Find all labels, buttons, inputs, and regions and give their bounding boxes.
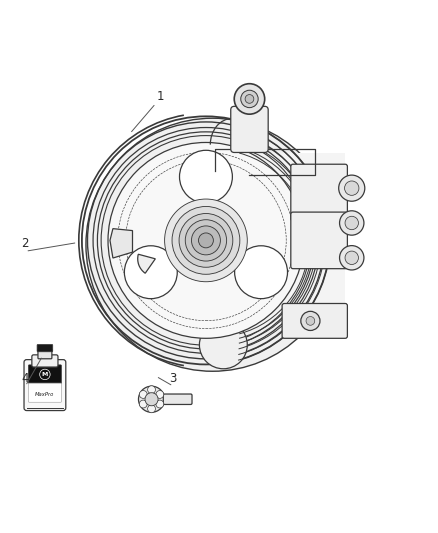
Text: 4: 4 xyxy=(21,372,29,385)
Text: MaxPro: MaxPro xyxy=(35,392,55,397)
Circle shape xyxy=(156,400,164,408)
Circle shape xyxy=(345,216,358,230)
Circle shape xyxy=(339,246,364,270)
Circle shape xyxy=(191,226,220,255)
Circle shape xyxy=(179,214,233,267)
Text: 3: 3 xyxy=(170,372,177,385)
Circle shape xyxy=(234,84,265,114)
Circle shape xyxy=(172,206,240,274)
FancyBboxPatch shape xyxy=(282,303,347,338)
Circle shape xyxy=(139,400,147,408)
FancyBboxPatch shape xyxy=(291,212,347,269)
Circle shape xyxy=(86,118,339,372)
FancyBboxPatch shape xyxy=(24,360,66,410)
Polygon shape xyxy=(228,154,345,327)
Circle shape xyxy=(148,386,155,393)
Circle shape xyxy=(198,233,213,248)
Circle shape xyxy=(148,405,155,413)
FancyBboxPatch shape xyxy=(37,344,53,352)
Circle shape xyxy=(165,199,247,282)
Circle shape xyxy=(245,94,254,103)
Circle shape xyxy=(180,150,233,203)
Circle shape xyxy=(301,311,320,330)
Circle shape xyxy=(241,90,258,108)
FancyBboxPatch shape xyxy=(163,394,192,405)
Text: 1: 1 xyxy=(156,90,164,103)
Polygon shape xyxy=(110,229,133,258)
Wedge shape xyxy=(138,254,155,273)
Circle shape xyxy=(108,142,304,338)
Circle shape xyxy=(138,386,165,413)
Circle shape xyxy=(156,391,164,398)
FancyBboxPatch shape xyxy=(38,349,52,359)
FancyBboxPatch shape xyxy=(32,355,58,367)
Text: 2: 2 xyxy=(21,237,29,250)
FancyBboxPatch shape xyxy=(28,365,61,384)
Circle shape xyxy=(199,321,247,369)
FancyBboxPatch shape xyxy=(28,383,61,402)
Circle shape xyxy=(345,181,359,195)
Circle shape xyxy=(345,251,358,264)
Text: M: M xyxy=(42,372,48,377)
Circle shape xyxy=(185,220,226,261)
Circle shape xyxy=(124,246,177,298)
Circle shape xyxy=(339,175,365,201)
Circle shape xyxy=(235,246,287,298)
Circle shape xyxy=(145,393,158,406)
FancyBboxPatch shape xyxy=(291,164,347,221)
FancyBboxPatch shape xyxy=(231,107,268,152)
Circle shape xyxy=(139,391,147,398)
Circle shape xyxy=(306,317,315,325)
Circle shape xyxy=(339,211,364,235)
